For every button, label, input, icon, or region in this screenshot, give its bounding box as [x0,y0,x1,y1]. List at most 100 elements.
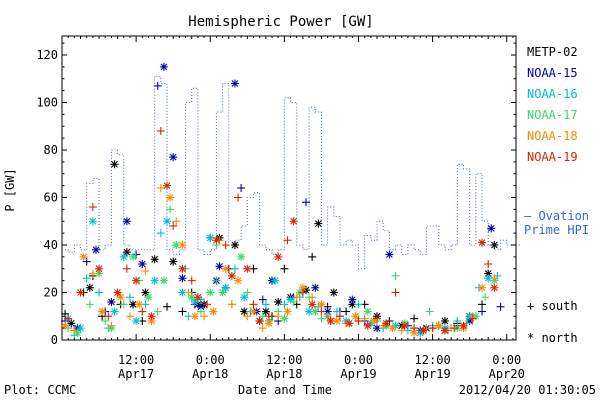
data-point-noaa-15-north [230,79,239,88]
data-point-noaa-18-north [388,324,397,333]
data-point-noaa-18-south [360,314,369,323]
data-point-noaa-17-south [119,300,128,309]
data-point-noaa-16-north [271,276,280,285]
data-point-noaa-19-south [138,307,147,316]
data-point-noaa-18-north [178,241,187,249]
data-point-noaa-19-south [64,314,73,323]
marker-stroke [364,322,372,330]
data-point-noaa-19-south [484,260,493,268]
x-tick-label: 12:00 [118,353,154,367]
marker-stroke [129,300,137,308]
marker-stroke [188,293,196,301]
data-point-noaa-17-north [218,288,227,297]
data-point-noaa-19-north [345,319,354,328]
data-point-noaa-17-south [289,298,298,306]
marker-stroke [243,265,251,273]
legend-item: NOAA-19 [527,150,578,164]
data-point-metp-02-north [122,248,131,257]
data-point-noaa-18-north [221,264,230,273]
ovation-hpi-line [62,75,516,270]
marker-stroke [111,160,118,168]
data-point-noaa-17-north [206,288,215,297]
marker-stroke [209,308,217,315]
data-point-noaa-19-south [156,127,165,135]
data-point-noaa-19-north [212,236,221,245]
marker-stroke [135,300,143,308]
marker-stroke [348,296,356,304]
marker-stroke [280,315,288,323]
data-point-metp-02-south [163,302,172,311]
data-point-noaa-16-north [76,324,85,333]
x-axis-label: Date and Time [238,383,332,397]
marker-stroke [240,308,248,315]
data-point-noaa-19-south [187,276,196,285]
marker-stroke [240,293,248,301]
data-point-noaa-16-north [132,317,141,325]
marker-stroke [160,277,168,285]
data-point-noaa-17-south [85,300,94,309]
data-point-noaa-15-south [496,302,505,311]
data-point-metp-02-south [478,300,487,309]
data-point-noaa-19-north [363,321,372,330]
marker-stroke [287,296,294,304]
legend-item: NOAA-17 [527,108,578,122]
x-tick-date-label: Apr20 [489,367,525,381]
data-point-noaa-17-south [166,205,175,214]
data-point-noaa-16-south [212,276,221,285]
marker-stroke [441,317,449,325]
data-point-noaa-15-south [153,81,162,90]
marker-key: + south * north [527,299,578,345]
data-point-noaa-19-north [163,181,172,190]
data-point-noaa-19-south [234,193,243,202]
y-tick-label: 80 [44,143,58,157]
x-tick-date-label: Apr19 [415,367,451,381]
data-point-noaa-15-south [478,307,487,316]
marker-stroke [435,322,443,330]
data-point-noaa-19-south [410,324,419,333]
marker-stroke [67,319,75,327]
marker-stroke [77,289,84,296]
data-point-noaa-16-south [453,317,462,325]
data-point-noaa-17-north [159,276,168,285]
marker-stroke [311,284,319,292]
marker-stroke [265,319,273,327]
marker-stroke [89,217,97,225]
marker-stroke [490,284,498,292]
data-point-noaa-15-south [301,198,310,207]
plot-area [61,35,517,341]
data-point-noaa-17-north [363,307,372,316]
data-point-noaa-19-south [450,324,459,333]
data-point-noaa-18-south [274,312,283,321]
data-point-noaa-15-south [237,184,246,192]
marker-stroke [401,322,409,330]
data-point-noaa-16-south [230,264,239,273]
marker-stroke [166,194,174,201]
data-point-noaa-16-south [125,293,134,302]
data-point-noaa-16-south [261,300,270,309]
marker-stroke [108,298,115,306]
data-point-metp-02-north [150,255,159,264]
marker-stroke [92,246,100,254]
marker-stroke [484,274,492,282]
data-point-noaa-15-north [311,283,320,292]
data-point-noaa-19-north [243,264,252,273]
marker-stroke [216,262,223,270]
data-point-noaa-16-north [88,217,97,226]
data-point-noaa-19-north [193,293,202,302]
data-point-noaa-18-north [478,283,487,292]
data-point-noaa-18-south [141,267,150,276]
data-point-metp-02-south [308,252,317,261]
data-point-noaa-16-south [332,307,341,316]
data-point-noaa-18-north [79,252,88,261]
marker-stroke [382,319,390,327]
marker-stroke [389,324,396,332]
marker-stroke [299,284,307,292]
y-tick-label: 20 [44,286,58,300]
data-point-noaa-16-north [206,233,215,242]
marker-stroke [77,324,84,332]
data-point-noaa-15-north [159,62,168,71]
data-point-noaa-18-north [249,307,258,316]
data-point-metp-02-south [410,314,419,323]
data-point-noaa-19-north [382,319,391,328]
